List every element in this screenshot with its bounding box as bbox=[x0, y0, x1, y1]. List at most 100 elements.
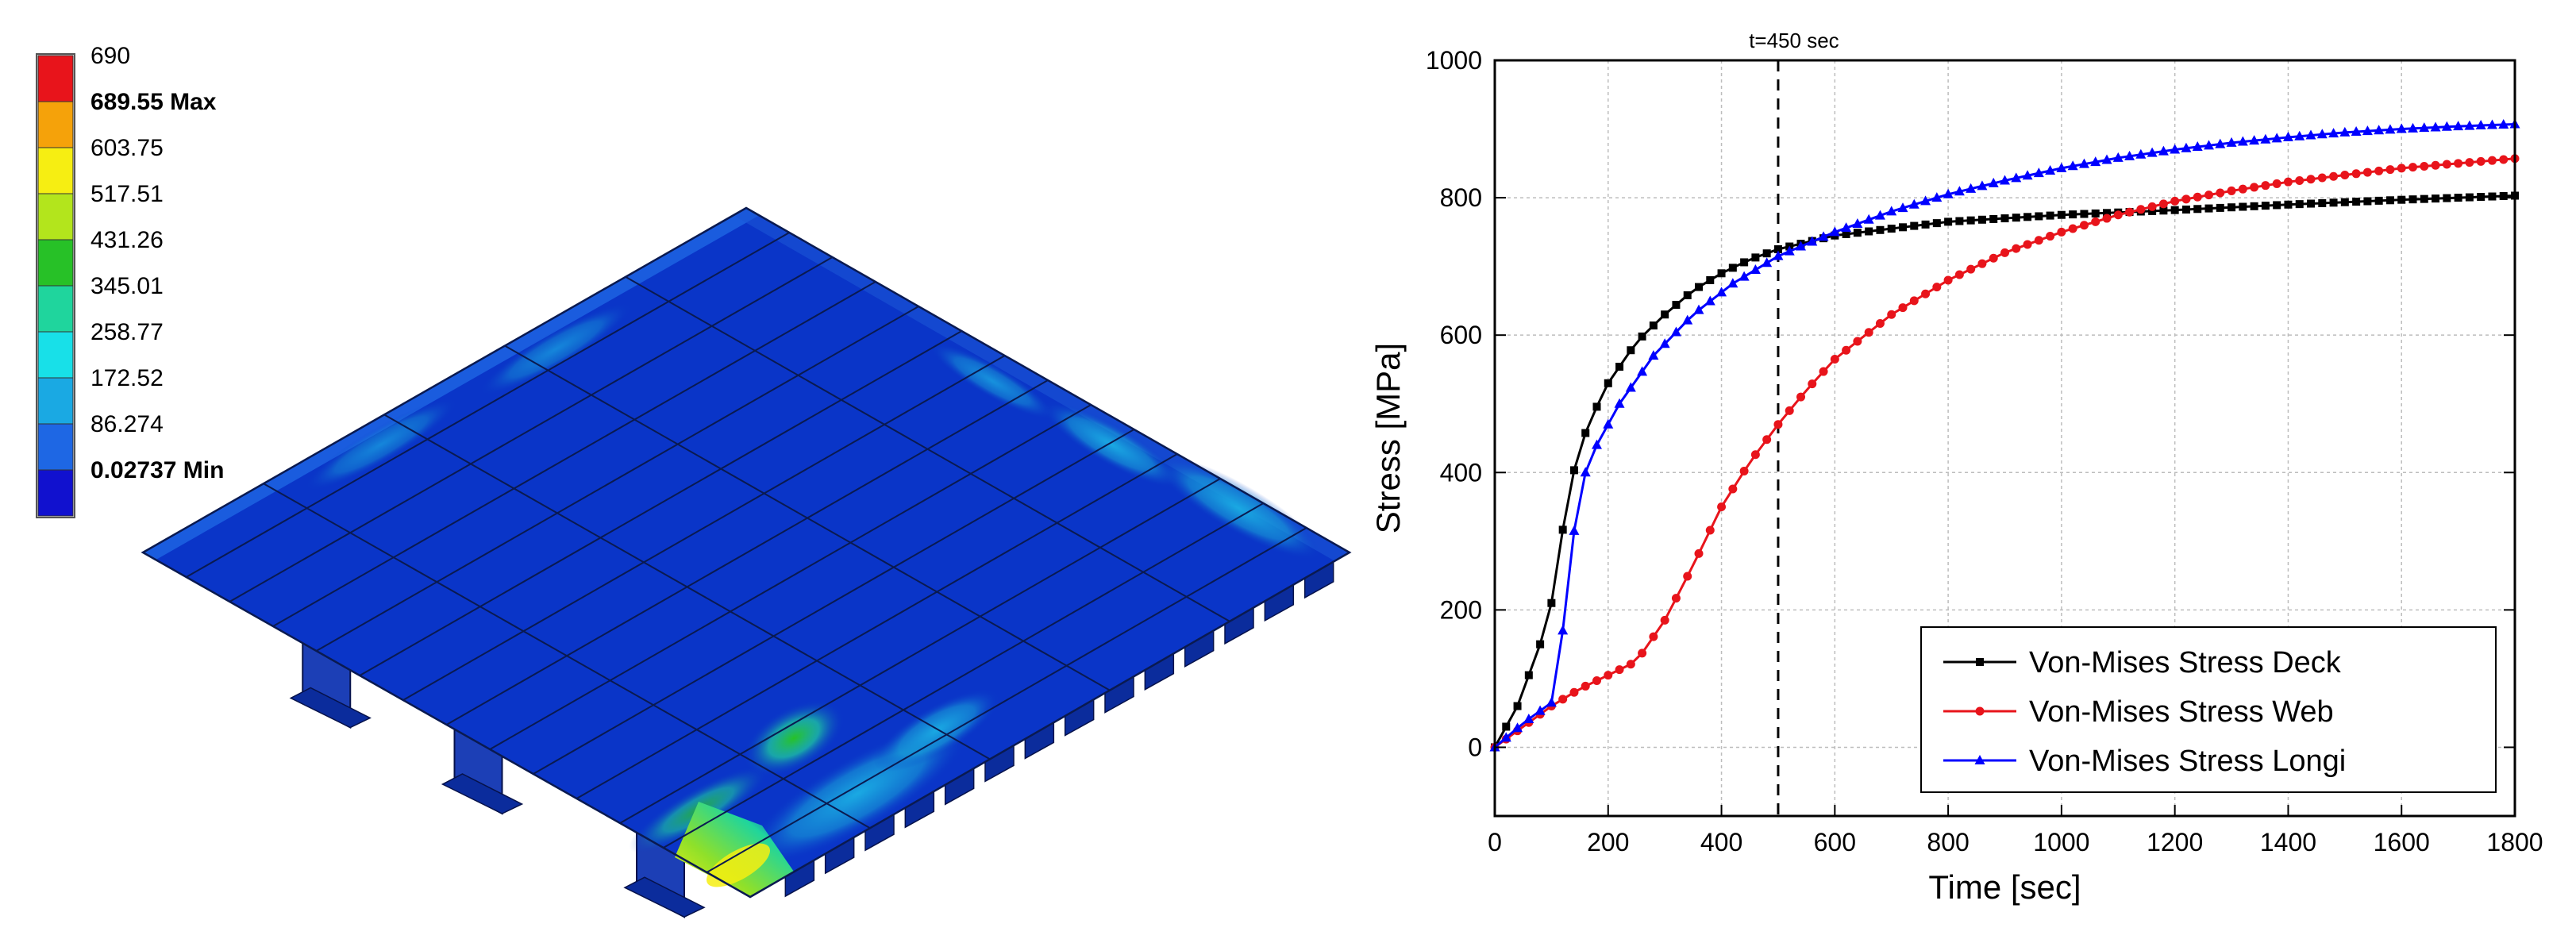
x-tick-label: 1800 bbox=[2486, 828, 2543, 856]
data-point bbox=[1670, 326, 1681, 337]
data-point bbox=[2101, 154, 2112, 164]
contour-region bbox=[1155, 456, 1322, 560]
data-point bbox=[1897, 202, 1908, 213]
data-point bbox=[2374, 166, 2384, 175]
data-point bbox=[2476, 156, 2486, 166]
stress-time-chart: t=450 sec 0 200 400 600 800 1000 1200 1400 1600 1… bbox=[1369, 29, 2543, 906]
legend-label: Von-Mises Stress Deck bbox=[2029, 646, 2342, 679]
data-point bbox=[1625, 382, 1636, 392]
plot-frame bbox=[1493, 59, 2516, 818]
data-point bbox=[1954, 186, 1965, 196]
data-point bbox=[1558, 625, 1569, 635]
data-point bbox=[2385, 124, 2396, 134]
data-point bbox=[2193, 205, 2202, 214]
stress-color-scale: 690 689.55 Max 603.75 517.51 431.26 345.01 258… bbox=[36, 43, 224, 518]
data-point bbox=[1728, 264, 1737, 272]
scale-swatch bbox=[37, 101, 74, 148]
data-point bbox=[2080, 210, 2089, 218]
data-point bbox=[2204, 191, 2213, 200]
mesh-line bbox=[625, 275, 1230, 622]
data-point bbox=[2420, 161, 2429, 171]
max-stress-hotspot bbox=[675, 802, 794, 897]
scale-label: 431.26 bbox=[90, 227, 164, 253]
data-point bbox=[2362, 125, 2373, 136]
data-point bbox=[2420, 194, 2428, 203]
y-tick-label: 200 bbox=[1440, 595, 1482, 624]
data-point bbox=[2409, 163, 2417, 172]
data-point bbox=[2147, 202, 2157, 211]
data-point bbox=[1638, 332, 1646, 341]
data-point bbox=[1955, 217, 1964, 225]
data-point bbox=[1750, 450, 1760, 460]
data-point bbox=[2261, 202, 2270, 210]
data-point bbox=[1762, 249, 1771, 258]
mesh-line bbox=[402, 355, 1006, 701]
y-axis-label: Stress [MPa] bbox=[1369, 343, 1407, 533]
data-point bbox=[1524, 671, 1533, 679]
data-point bbox=[1682, 314, 1693, 325]
data-point bbox=[2228, 203, 2236, 212]
data-point bbox=[2284, 200, 2293, 209]
data-point bbox=[2216, 203, 2224, 212]
axis-ticks: 0 200 400 600 800 1000 1200 1400 1600 1800 0 200 400… bbox=[1426, 46, 2543, 856]
data-point bbox=[1887, 310, 1896, 319]
y-tick-label: 800 bbox=[1440, 183, 1482, 212]
data-point bbox=[1842, 229, 1850, 238]
data-point bbox=[1569, 687, 1579, 697]
data-point bbox=[1865, 227, 1873, 236]
legend-entry: Von-Mises Stress Deck bbox=[1943, 646, 2342, 679]
mesh-line bbox=[663, 502, 1264, 849]
data-point bbox=[2170, 196, 2180, 206]
data-point bbox=[1966, 264, 1976, 274]
data-point bbox=[2306, 175, 2316, 184]
data-point bbox=[2307, 199, 2315, 208]
data-point bbox=[2204, 140, 2214, 150]
data-point bbox=[1875, 318, 1885, 328]
scale-swatch bbox=[37, 147, 74, 194]
data-point bbox=[1739, 467, 1749, 476]
data-point bbox=[2363, 197, 2372, 206]
data-point bbox=[2295, 200, 2304, 209]
data-point bbox=[1841, 222, 1852, 233]
data-point bbox=[1580, 467, 1591, 477]
data-point bbox=[2067, 160, 2078, 171]
data-point bbox=[1966, 216, 1975, 225]
series-triangle bbox=[1489, 118, 2520, 752]
max-stress-core bbox=[707, 843, 770, 887]
data-point bbox=[1627, 346, 1635, 355]
data-point bbox=[2091, 217, 2100, 226]
data-point bbox=[1592, 402, 1601, 411]
data-point bbox=[2159, 206, 2168, 215]
data-point bbox=[2136, 205, 2146, 214]
data-point bbox=[2124, 150, 2135, 160]
scale-swatch bbox=[37, 239, 74, 287]
scale-label: 0.02737 Min bbox=[90, 457, 224, 483]
data-point bbox=[1717, 502, 1727, 512]
mesh-line bbox=[383, 414, 991, 760]
data-point bbox=[2237, 136, 2248, 146]
data-point bbox=[2068, 224, 2077, 233]
data-point bbox=[2057, 210, 2066, 219]
mesh-line bbox=[316, 306, 919, 652]
data-point bbox=[1660, 615, 1669, 625]
data-point bbox=[2045, 164, 2056, 175]
data-point bbox=[1671, 594, 1681, 603]
mesh-line bbox=[489, 404, 1092, 750]
x-tick-label: 1400 bbox=[2260, 828, 2316, 856]
scale-label: 172.52 bbox=[90, 365, 164, 391]
data-point bbox=[2397, 164, 2406, 173]
data-point bbox=[2419, 122, 2430, 133]
edge-band-top-left bbox=[143, 208, 758, 560]
data-point bbox=[2374, 196, 2383, 205]
scale-swatch bbox=[37, 377, 74, 425]
data-point bbox=[2318, 198, 2327, 207]
data-point bbox=[2273, 201, 2281, 210]
data-point bbox=[2487, 156, 2497, 165]
data-point bbox=[2454, 159, 2463, 168]
data-point bbox=[1661, 310, 1669, 319]
data-point bbox=[2227, 186, 2236, 195]
data-point bbox=[1626, 660, 1635, 669]
data-point bbox=[2148, 206, 2157, 215]
y-tick-label: 0 bbox=[1468, 733, 1482, 761]
data-point bbox=[1705, 525, 1715, 535]
